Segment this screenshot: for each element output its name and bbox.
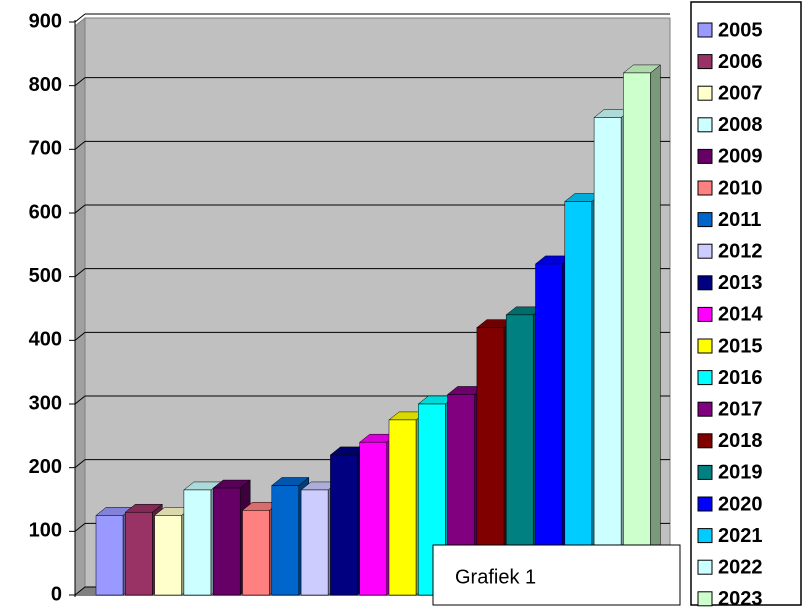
grid-line — [74, 13, 86, 23]
y-tick-label: 800 — [29, 74, 62, 96]
bar — [95, 515, 124, 596]
y-tick-label: 100 — [29, 520, 62, 542]
grid-line — [74, 586, 86, 596]
grid-line — [74, 268, 86, 278]
grid-line — [74, 204, 86, 214]
grid-line — [74, 459, 86, 469]
legend-label: 2017 — [718, 398, 763, 420]
bar — [212, 487, 241, 596]
y-tick-label: 600 — [29, 201, 62, 223]
legend-swatch — [697, 528, 713, 544]
legend-swatch — [697, 306, 713, 322]
legend-swatch — [697, 591, 713, 607]
legend-label: 2012 — [718, 240, 763, 262]
y-tick-label: 500 — [29, 265, 62, 287]
y-tick-label: 200 — [29, 456, 62, 478]
bar — [623, 72, 651, 596]
legend-swatch — [697, 180, 713, 196]
legend-label: 2022 — [718, 556, 763, 578]
y-tick-label: 900 — [29, 10, 62, 32]
bar — [242, 510, 270, 596]
bar — [300, 489, 329, 596]
legend-swatch — [697, 401, 713, 417]
legend-label: 2015 — [718, 335, 763, 357]
grid-line — [74, 140, 86, 150]
legend-swatch — [697, 464, 713, 480]
annotation-box — [432, 544, 681, 606]
y-tick-label: 0 — [51, 583, 62, 605]
bar — [183, 489, 212, 596]
legend-swatch — [697, 85, 713, 101]
legend-label: 2021 — [718, 525, 763, 547]
legend-label: 2007 — [718, 82, 763, 104]
legend-swatch — [697, 496, 713, 512]
annotation: Grafiek 1 — [455, 566, 536, 588]
legend-label: 2014 — [718, 304, 763, 326]
legend-swatch — [697, 370, 713, 386]
bar — [388, 419, 417, 596]
legend-label: 2010 — [718, 177, 763, 199]
grid-line — [74, 522, 86, 532]
legend-label: 2005 — [718, 19, 763, 41]
legend-label: 2008 — [718, 114, 763, 136]
bar — [330, 454, 358, 596]
bar — [154, 515, 182, 596]
legend-swatch — [697, 559, 713, 575]
legend-label: 2016 — [718, 367, 763, 389]
legend-label: 2013 — [718, 272, 763, 294]
bar-side — [650, 64, 661, 596]
legend-label: 2006 — [718, 51, 763, 73]
legend-label: 2018 — [718, 430, 763, 452]
y-tick-label: 700 — [29, 138, 62, 160]
legend-swatch — [697, 148, 713, 164]
legend-swatch — [697, 243, 713, 259]
legend-swatch — [697, 54, 713, 70]
legend-label: 2023 — [718, 588, 763, 607]
grid-line — [74, 331, 86, 341]
bar — [593, 117, 622, 596]
legend-swatch — [697, 275, 713, 291]
bar — [564, 201, 593, 596]
legend-swatch — [697, 212, 713, 228]
y-tick-label: 400 — [29, 329, 62, 351]
y-tick-label: 300 — [29, 392, 62, 414]
grid-line — [74, 77, 86, 87]
bar — [271, 485, 300, 596]
legend-label: 2009 — [718, 146, 763, 168]
legend-swatch — [697, 433, 713, 449]
bar — [535, 263, 563, 596]
legend-swatch — [697, 22, 713, 38]
grid-line — [74, 395, 86, 405]
legend-label: 2019 — [718, 462, 763, 484]
bar — [359, 441, 387, 596]
side-wall — [74, 16, 86, 598]
legend-label: 2011 — [718, 209, 761, 231]
bar — [125, 511, 153, 596]
legend-swatch — [697, 117, 713, 133]
legend-label: 2020 — [718, 493, 763, 515]
legend-swatch — [697, 338, 713, 354]
